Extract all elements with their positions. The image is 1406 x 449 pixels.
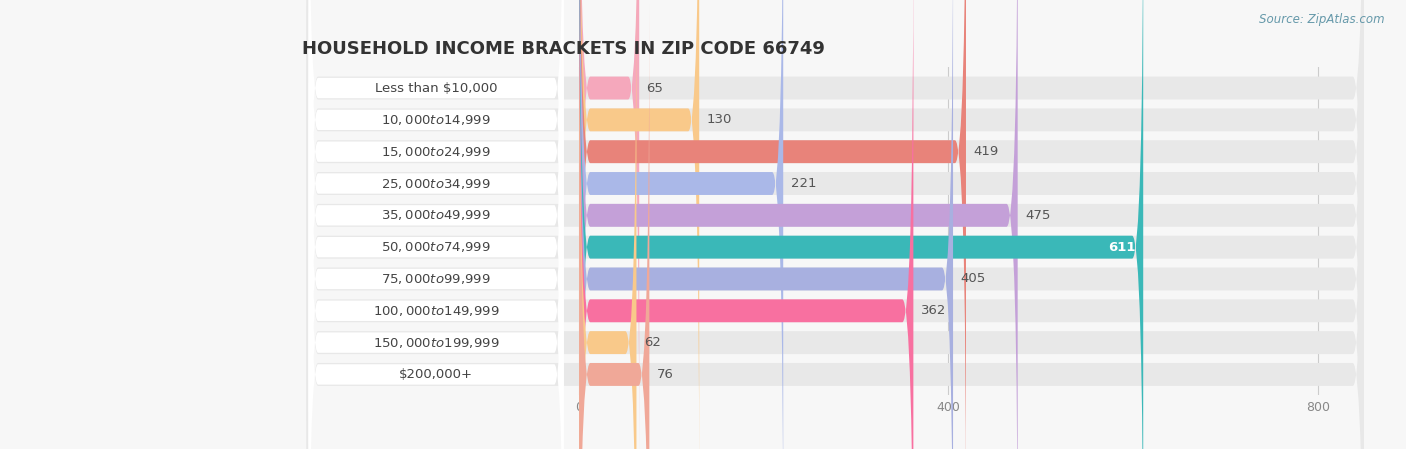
FancyBboxPatch shape xyxy=(309,0,564,428)
Text: $25,000 to $34,999: $25,000 to $34,999 xyxy=(381,176,491,190)
Text: 475: 475 xyxy=(1025,209,1050,222)
FancyBboxPatch shape xyxy=(307,0,1364,449)
FancyBboxPatch shape xyxy=(307,0,1364,449)
FancyBboxPatch shape xyxy=(307,0,1364,449)
FancyBboxPatch shape xyxy=(579,0,953,449)
FancyBboxPatch shape xyxy=(307,0,1364,449)
Text: 362: 362 xyxy=(921,304,946,317)
FancyBboxPatch shape xyxy=(579,0,783,449)
Text: $200,000+: $200,000+ xyxy=(399,368,474,381)
Text: 65: 65 xyxy=(647,82,664,95)
FancyBboxPatch shape xyxy=(309,0,564,449)
FancyBboxPatch shape xyxy=(309,35,564,449)
FancyBboxPatch shape xyxy=(579,0,914,449)
FancyBboxPatch shape xyxy=(307,0,1364,449)
Text: $150,000 to $199,999: $150,000 to $199,999 xyxy=(373,335,499,350)
Text: 419: 419 xyxy=(973,145,998,158)
FancyBboxPatch shape xyxy=(309,0,564,449)
Text: Less than $10,000: Less than $10,000 xyxy=(375,82,498,95)
FancyBboxPatch shape xyxy=(579,4,650,449)
Text: $15,000 to $24,999: $15,000 to $24,999 xyxy=(381,145,491,158)
FancyBboxPatch shape xyxy=(309,0,564,449)
Text: $75,000 to $99,999: $75,000 to $99,999 xyxy=(381,272,491,286)
FancyBboxPatch shape xyxy=(309,0,564,396)
FancyBboxPatch shape xyxy=(309,3,564,449)
FancyBboxPatch shape xyxy=(579,0,1143,449)
Text: 221: 221 xyxy=(790,177,815,190)
Text: $100,000 to $149,999: $100,000 to $149,999 xyxy=(373,304,499,318)
FancyBboxPatch shape xyxy=(309,66,564,449)
FancyBboxPatch shape xyxy=(309,0,564,449)
Text: 611: 611 xyxy=(1108,241,1136,254)
FancyBboxPatch shape xyxy=(307,0,1364,449)
FancyBboxPatch shape xyxy=(579,0,637,449)
FancyBboxPatch shape xyxy=(579,0,699,449)
FancyBboxPatch shape xyxy=(579,0,1018,449)
FancyBboxPatch shape xyxy=(579,0,966,449)
Text: 62: 62 xyxy=(644,336,661,349)
FancyBboxPatch shape xyxy=(579,0,640,449)
Text: $50,000 to $74,999: $50,000 to $74,999 xyxy=(381,240,491,254)
Text: 76: 76 xyxy=(657,368,673,381)
FancyBboxPatch shape xyxy=(307,4,1364,449)
FancyBboxPatch shape xyxy=(307,0,1364,449)
Text: HOUSEHOLD INCOME BRACKETS IN ZIP CODE 66749: HOUSEHOLD INCOME BRACKETS IN ZIP CODE 66… xyxy=(302,40,825,58)
Text: $35,000 to $49,999: $35,000 to $49,999 xyxy=(381,208,491,222)
Text: 130: 130 xyxy=(707,113,733,126)
FancyBboxPatch shape xyxy=(307,0,1364,449)
FancyBboxPatch shape xyxy=(309,0,564,449)
FancyBboxPatch shape xyxy=(307,0,1364,449)
Text: $10,000 to $14,999: $10,000 to $14,999 xyxy=(381,113,491,127)
Text: Source: ZipAtlas.com: Source: ZipAtlas.com xyxy=(1260,13,1385,26)
Text: 405: 405 xyxy=(960,273,986,286)
